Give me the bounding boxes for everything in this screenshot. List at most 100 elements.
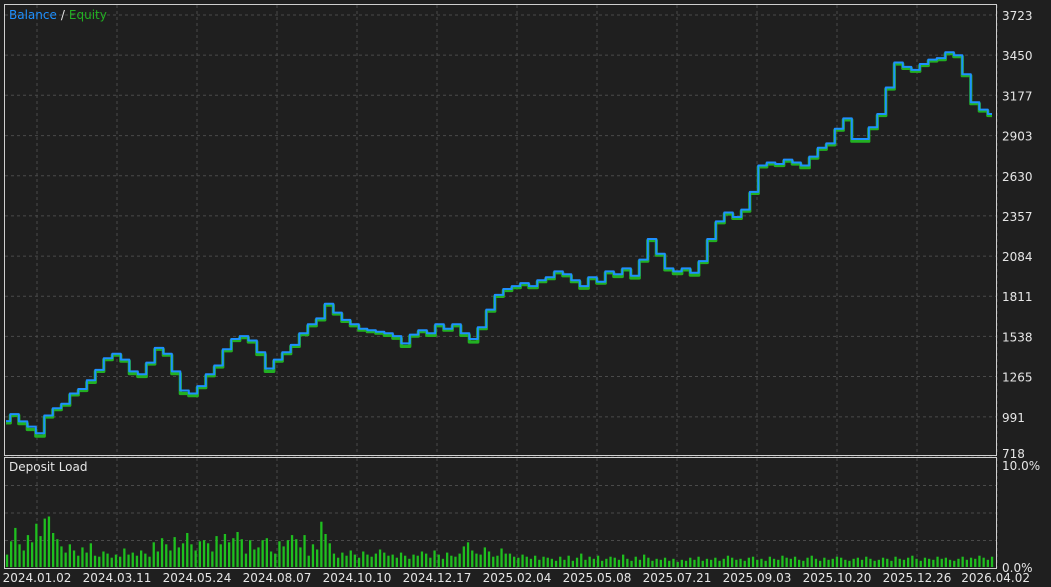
deposit-load-bar bbox=[466, 542, 470, 567]
deposit-load-bar bbox=[10, 541, 13, 568]
equity-series-line bbox=[6, 52, 992, 438]
deposit-load-bar bbox=[940, 558, 943, 567]
deposit-load-bar bbox=[290, 535, 294, 567]
deposit-load-bar bbox=[349, 550, 352, 567]
deposit-load-bar bbox=[357, 557, 361, 567]
deposit-load-bar bbox=[60, 546, 63, 567]
deposit-load-bar bbox=[907, 557, 910, 567]
deposit-load-bar bbox=[571, 560, 574, 567]
deposit-load-bar bbox=[22, 550, 25, 567]
y-tick-label: 991 bbox=[1002, 411, 1025, 425]
deposit-load-bar bbox=[768, 556, 771, 567]
deposit-load-bar bbox=[668, 560, 671, 567]
deposit-load-bar bbox=[43, 518, 46, 567]
y-tick-label: 718 bbox=[1002, 447, 1025, 461]
load-y-tick-label: 10.0% bbox=[1002, 459, 1040, 473]
deposit-load-bar bbox=[282, 546, 285, 567]
deposit-load-bar bbox=[643, 554, 646, 567]
deposit-load-bar bbox=[647, 557, 650, 567]
deposit-load-bar bbox=[710, 559, 713, 567]
deposit-load-bar bbox=[990, 556, 994, 567]
deposit-load-bar bbox=[659, 559, 662, 567]
deposit-load-bar bbox=[387, 555, 390, 567]
deposit-load-bar bbox=[320, 521, 323, 567]
deposit-load-title: Deposit Load bbox=[9, 460, 87, 474]
main-panel-series bbox=[6, 51, 992, 438]
deposit-load-bar bbox=[207, 543, 210, 567]
deposit-load-bar bbox=[14, 527, 17, 567]
deposit-load-bar bbox=[953, 560, 956, 567]
deposit-load-bar bbox=[429, 557, 432, 567]
deposit-load-bar bbox=[412, 554, 415, 567]
deposit-load-bar bbox=[144, 553, 147, 567]
deposit-load-bar bbox=[890, 560, 893, 567]
deposit-load-bar bbox=[626, 558, 629, 567]
deposit-load-bar bbox=[534, 555, 537, 567]
deposit-load-bar bbox=[198, 541, 201, 568]
deposit-load-bar bbox=[425, 553, 428, 567]
deposit-load-bar bbox=[299, 547, 302, 567]
deposit-load-bar bbox=[978, 555, 981, 567]
x-axis-labels: 2024.01.02 2024.03.11 2024.05.24 2024.08.07… bbox=[3, 571, 1030, 585]
deposit-load-bar bbox=[261, 540, 264, 567]
deposit-load-bar bbox=[420, 551, 424, 567]
deposit-load-bar bbox=[726, 555, 730, 567]
deposit-load-bar bbox=[18, 544, 21, 567]
y-tick-label: 1538 bbox=[1002, 330, 1033, 344]
deposit-load-bar bbox=[471, 550, 474, 567]
deposit-load-bar bbox=[81, 547, 84, 567]
deposit-load-bar bbox=[362, 551, 365, 567]
deposit-load-bar bbox=[785, 557, 788, 567]
deposit-load-bar bbox=[529, 558, 533, 567]
load-y-tick-label: 0.0% bbox=[1002, 561, 1033, 575]
deposit-load-bar bbox=[948, 559, 952, 567]
deposit-load-bar bbox=[72, 550, 76, 567]
y-tick-label: 2084 bbox=[1002, 250, 1033, 264]
x-tick-label: 2025.07.21 bbox=[643, 571, 712, 585]
deposit-load-bar bbox=[378, 549, 382, 567]
deposit-load-bar bbox=[928, 558, 931, 567]
deposit-load-bar bbox=[202, 540, 206, 567]
deposit-load-bar bbox=[819, 560, 822, 567]
x-tick-label: 2025.02.04 bbox=[483, 571, 552, 585]
deposit-load-bar bbox=[575, 557, 579, 567]
deposit-load-bar bbox=[936, 556, 939, 567]
deposit-load-bar bbox=[307, 555, 310, 567]
deposit-load-bar bbox=[391, 554, 394, 567]
deposit-load-bar bbox=[697, 556, 700, 567]
deposit-load-bar bbox=[894, 556, 897, 567]
deposit-load-bar bbox=[932, 559, 935, 567]
deposit-load-bar bbox=[374, 553, 377, 567]
deposit-load-bar bbox=[383, 552, 386, 567]
deposit-load-bar bbox=[672, 558, 675, 567]
deposit-load-bar bbox=[517, 557, 520, 567]
deposit-load-bar bbox=[546, 557, 549, 567]
deposit-load-bar bbox=[601, 560, 604, 567]
deposit-load-bar bbox=[714, 557, 717, 567]
deposit-load-bar bbox=[684, 560, 688, 567]
deposit-load-bar bbox=[353, 554, 356, 567]
deposit-load-bar bbox=[919, 560, 922, 567]
deposit-load-bar bbox=[219, 544, 222, 567]
balance-series-line bbox=[6, 51, 992, 435]
deposit-load-bar bbox=[295, 539, 298, 567]
x-tick-label: 2024.01.02 bbox=[3, 571, 72, 585]
deposit-load-bar bbox=[852, 558, 855, 567]
deposit-load-bar bbox=[454, 556, 457, 567]
deposit-load-bar bbox=[228, 542, 231, 567]
deposit-load-bar bbox=[747, 557, 750, 567]
deposit-load-bar bbox=[701, 560, 704, 567]
deposit-load-bar bbox=[596, 555, 600, 567]
deposit-load-bar bbox=[521, 554, 524, 567]
deposit-load-bar bbox=[458, 553, 461, 567]
deposit-load-bar bbox=[249, 540, 252, 567]
deposit-load-bar bbox=[156, 551, 159, 567]
deposit-load-bar bbox=[479, 554, 482, 567]
deposit-load-bar bbox=[316, 549, 319, 567]
y-tick-label: 2903 bbox=[1002, 130, 1033, 144]
deposit-load-bar bbox=[751, 556, 755, 567]
deposit-load-bar bbox=[236, 532, 239, 567]
deposit-load-bar bbox=[450, 555, 453, 567]
deposit-load-bar bbox=[186, 533, 189, 567]
deposit-load-bar bbox=[844, 559, 847, 567]
